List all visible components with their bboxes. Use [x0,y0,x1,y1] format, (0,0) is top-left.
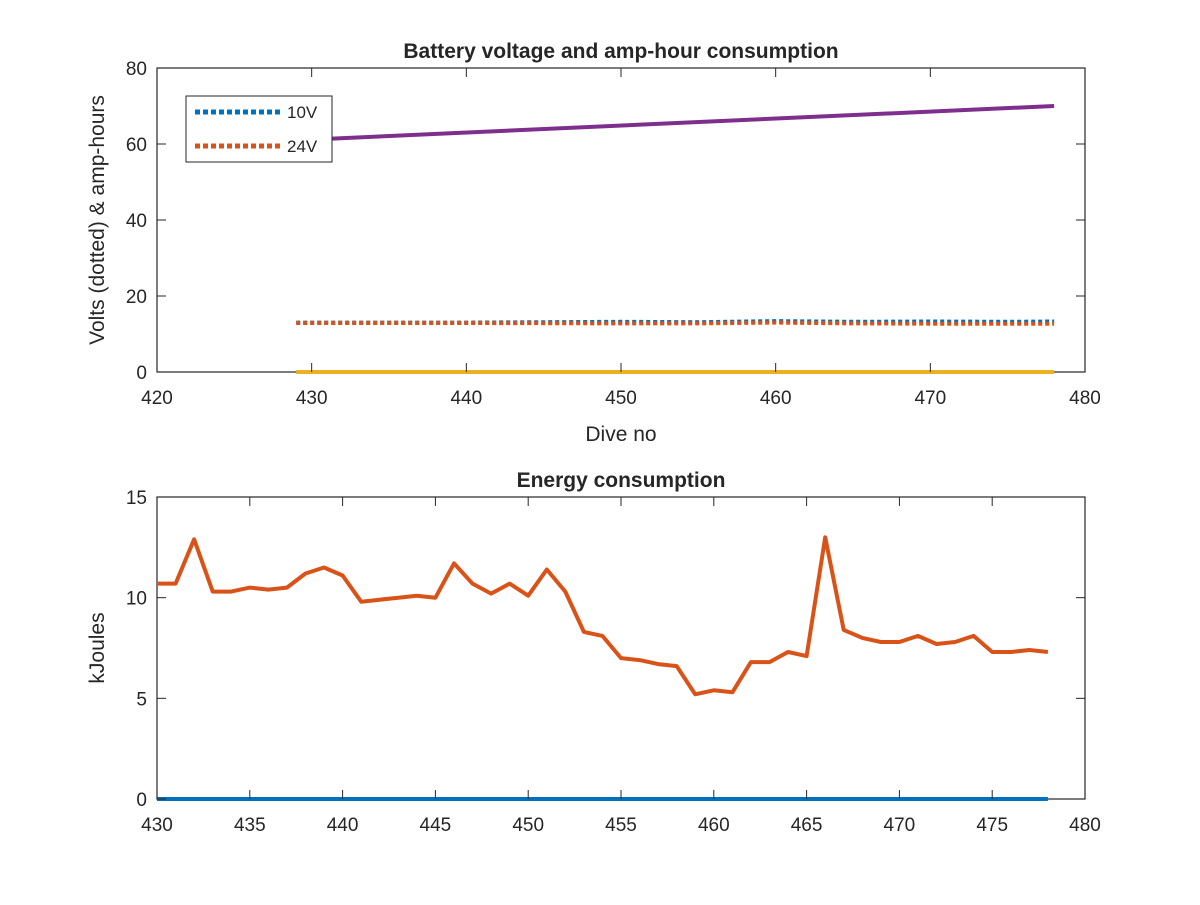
battery-y-tick-label: 20 [126,287,147,308]
battery-plot-title: Battery voltage and amp-hour consumption [403,40,838,63]
energy-x-tick-label: 430 [141,815,173,836]
energy-y-tick-label: 10 [126,589,147,610]
energy-x-tick-label: 480 [1069,815,1101,836]
energy-x-tick-label: 440 [327,815,359,836]
battery-x-tick-label: 450 [605,388,637,409]
legend-box [185,95,333,163]
battery-series-24v-line [296,320,1055,326]
battery-plot-ticks: 420 430 440 450 460 470 480 0 20 40 60 80 [126,59,1101,409]
energy-plot-title: Energy consumption [517,469,726,492]
energy-x-tick-label: 475 [976,815,1008,836]
energy-plot-axes-box [156,496,1086,800]
energy-x-tick-label: 445 [420,815,452,836]
battery-series-2-line [296,104,1055,143]
battery-y-tick-label: 0 [136,363,147,384]
energy-x-tick-label: 450 [512,815,544,836]
energy-x-tick-label: 460 [698,815,730,836]
energy-x-tick-label: 455 [605,815,637,836]
battery-y-tick-label: 80 [126,59,147,80]
energy-x-tick-label: 470 [884,815,916,836]
energy-series-0-line [157,535,1049,697]
energy-y-tick-label: 5 [136,689,147,710]
battery-x-tick-label: 460 [760,388,792,409]
battery-y-tick-label: 40 [126,211,147,232]
energy-y-tick-label: 0 [136,790,147,811]
battery-x-tick-label: 470 [914,388,946,409]
battery-plot-y-axis-label: Volts (dotted) & amp-hours [86,95,109,345]
battery-plot-series [296,104,1055,374]
legend-entry-24v: 24V [287,137,318,156]
battery-x-tick-label: 420 [141,388,173,409]
battery-plot-x-axis-label: Dive no [585,423,656,446]
battery-plot-legend: 10V 24V [185,95,333,163]
energy-plot-y-axis-label: kJoules [86,612,109,683]
legend-entry-10v: 10V [287,103,318,122]
battery-x-tick-label: 480 [1069,388,1101,409]
energy-x-tick-label: 465 [791,815,823,836]
battery-x-tick-label: 440 [450,388,482,409]
energy-y-tick-label: 15 [126,488,147,509]
battery-x-tick-label: 430 [296,388,328,409]
energy-plot: 430 435 440 445 450 455 460 465 470 475 480051015 … [86,469,1101,836]
energy-x-tick-label: 435 [234,815,266,836]
battery-y-tick-label: 60 [126,135,147,156]
energy-plot-ticks: 430 435 440 445 450 455 460 465 470 475 480 0 5 10 15 [126,488,1101,836]
battery-plot: 420 430 440 450 460 470 480 0 20 40 60 80 Battery v… [86,40,1101,446]
